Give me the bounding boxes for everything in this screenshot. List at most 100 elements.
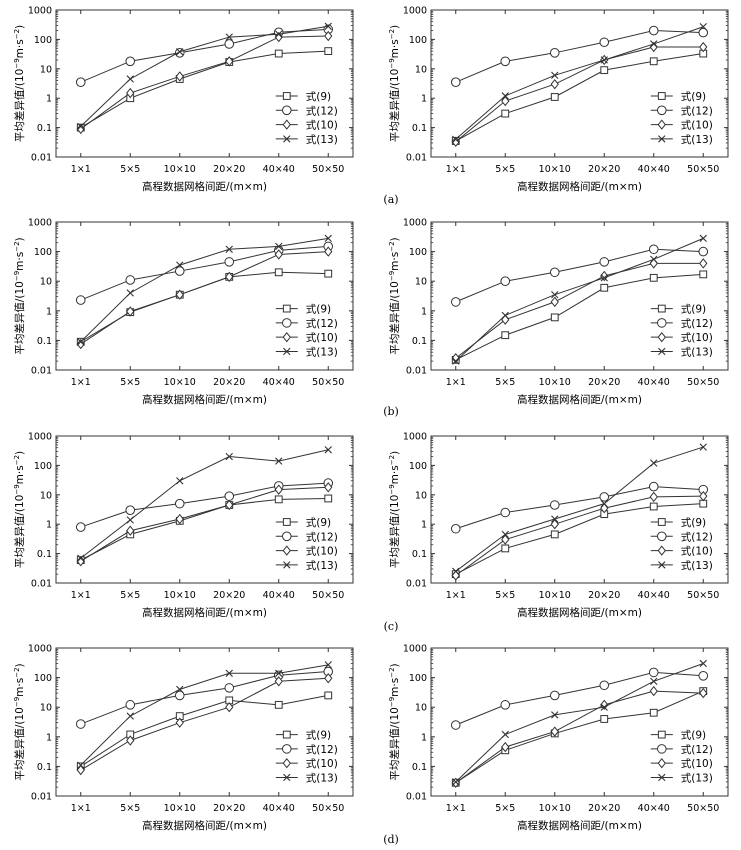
x-axis-label: 高程数据网格间距/(m×m) bbox=[142, 393, 267, 406]
series-line bbox=[80, 449, 329, 559]
diamond-marker bbox=[501, 95, 510, 107]
series-line bbox=[455, 690, 704, 784]
legend-entry: 式(9) bbox=[650, 516, 706, 529]
series-circle bbox=[450, 25, 709, 88]
x-axis-label: 高程数据网格间距/(m×m) bbox=[517, 180, 642, 193]
y-axis-label-part: 平均差异值/(10 bbox=[388, 69, 401, 143]
y-tick-label: 0.01 bbox=[406, 153, 427, 164]
series-x bbox=[77, 661, 332, 769]
x-tick-label: 1×1 bbox=[446, 803, 466, 814]
series-line bbox=[455, 262, 704, 359]
circle-marker bbox=[599, 680, 610, 691]
circle-marker bbox=[224, 257, 235, 267]
circle-marker bbox=[75, 295, 86, 305]
diamond-marker bbox=[175, 513, 184, 525]
x-marker bbox=[501, 92, 509, 100]
series-line bbox=[80, 35, 329, 130]
series-diamond bbox=[451, 490, 708, 581]
square-marker bbox=[657, 92, 666, 100]
diamond-marker bbox=[76, 764, 85, 776]
square-marker bbox=[649, 502, 658, 511]
x-tick-label: 20×20 bbox=[213, 803, 245, 814]
y-axis-label-superscript: −2 bbox=[13, 29, 21, 39]
series-line bbox=[80, 694, 329, 767]
series-line bbox=[80, 486, 329, 562]
legend-entry: 式(9) bbox=[275, 90, 331, 103]
square-marker bbox=[657, 730, 666, 739]
y-axis-label: 平均差异值/(10−9m·s−2) bbox=[13, 237, 26, 354]
diamond-marker bbox=[282, 119, 291, 130]
x-marker bbox=[126, 712, 134, 720]
y-tick-label: 1 bbox=[421, 732, 427, 743]
legend-entry: 式(9) bbox=[650, 729, 706, 742]
legend-entry: 式(9) bbox=[275, 729, 331, 742]
y-tick-label: 1 bbox=[46, 520, 52, 531]
diamond-marker bbox=[699, 258, 708, 269]
square-marker bbox=[501, 331, 510, 340]
diamond-marker bbox=[274, 31, 283, 43]
x-tick-label: 5×5 bbox=[120, 377, 140, 388]
x-marker bbox=[324, 661, 332, 669]
diamond-marker bbox=[649, 685, 658, 697]
series-line bbox=[455, 26, 704, 140]
x-tick-label: 50×50 bbox=[687, 164, 719, 175]
x-tick-label: 50×50 bbox=[312, 164, 344, 175]
y-tick-label: 100 bbox=[409, 461, 427, 472]
x-marker bbox=[176, 261, 184, 269]
y-axis-label: 平均差异值/(10−9m·s−2) bbox=[13, 451, 26, 568]
x-marker bbox=[600, 56, 608, 64]
x-marker bbox=[225, 33, 233, 41]
legend-label: 式(10) bbox=[681, 119, 713, 132]
y-axis-label: 平均差异值/(10−9m·s−2) bbox=[13, 25, 26, 142]
circle-marker bbox=[174, 498, 185, 509]
circle-marker bbox=[125, 700, 136, 710]
series-line bbox=[80, 251, 329, 345]
legend-label: 式(9) bbox=[306, 303, 331, 316]
series-line bbox=[80, 50, 329, 129]
y-axis-label: 平均差异值/(10−9m·s−2) bbox=[13, 663, 26, 780]
x-axis-label: 高程数据网格间距/(m×m) bbox=[142, 180, 267, 193]
x-tick-label: 50×50 bbox=[687, 590, 719, 601]
diamond-marker bbox=[501, 741, 510, 753]
circle-marker bbox=[281, 531, 292, 542]
circle-marker bbox=[281, 744, 292, 754]
legend-entry: 式(10) bbox=[650, 331, 713, 344]
y-axis-label: 平均差异值/(10−9m·s−2) bbox=[388, 237, 401, 354]
series-diamond bbox=[76, 673, 333, 776]
square-marker bbox=[649, 57, 658, 66]
legend-label: 式(10) bbox=[681, 545, 713, 558]
y-axis-label-part: ) bbox=[14, 451, 26, 455]
legend-label: 式(13) bbox=[681, 771, 713, 784]
x-marker bbox=[699, 23, 707, 31]
panel-caption: (b) bbox=[383, 405, 399, 418]
diamond-marker bbox=[225, 271, 234, 283]
legend-entry: 式(13) bbox=[650, 559, 713, 572]
x-marker bbox=[283, 773, 291, 782]
square-marker bbox=[649, 708, 658, 717]
series-line bbox=[455, 237, 704, 362]
y-tick-label: 1 bbox=[421, 520, 427, 531]
legend-label: 式(13) bbox=[681, 345, 713, 358]
x-tick-label: 40×40 bbox=[263, 590, 295, 601]
x-tick-label: 5×5 bbox=[495, 164, 515, 175]
x-marker bbox=[699, 234, 707, 243]
legend-entry: 式(12) bbox=[650, 743, 713, 756]
legend-label: 式(13) bbox=[306, 559, 338, 572]
y-tick-label: 1000 bbox=[403, 432, 427, 443]
legend-label: 式(13) bbox=[681, 133, 713, 146]
square-marker bbox=[550, 93, 559, 101]
diamond-marker bbox=[699, 490, 708, 502]
x-tick-label: 1×1 bbox=[71, 803, 91, 814]
x-marker bbox=[126, 75, 134, 83]
circle-marker bbox=[599, 492, 610, 502]
y-tick-label: 1000 bbox=[28, 218, 52, 229]
x-tick-label: 1×1 bbox=[71, 164, 91, 175]
legend-label: 式(10) bbox=[681, 757, 713, 770]
circle-marker bbox=[125, 275, 136, 285]
legend-entry: 式(10) bbox=[650, 119, 713, 132]
x-marker bbox=[283, 347, 291, 356]
legend-entry: 式(12) bbox=[650, 317, 713, 330]
diamond-marker bbox=[451, 136, 460, 147]
y-axis-label-superscript: −2 bbox=[388, 667, 396, 677]
circle-marker bbox=[656, 531, 667, 542]
